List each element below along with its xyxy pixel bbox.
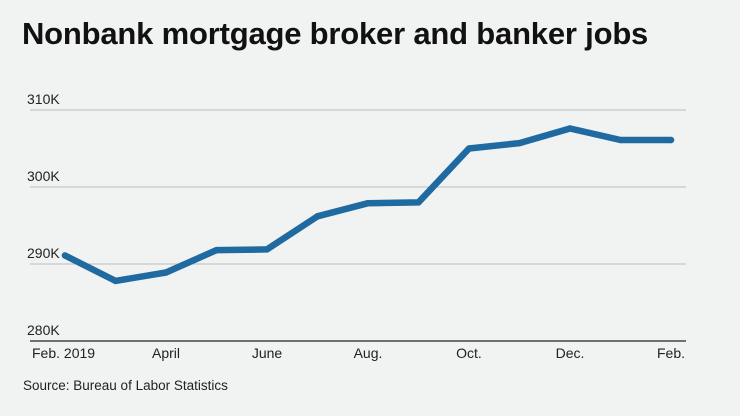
x-tick-label: June [252,345,283,361]
data-point [566,125,574,132]
grid-lines [30,109,686,342]
data-point [263,246,271,253]
y-axis-labels: 280K 290K 300K 310K [27,91,60,338]
x-tick-label: Feb. [657,345,685,361]
x-tick-label: Feb. 2019 [32,345,95,361]
data-point [314,213,321,220]
y-tick-label: 280K [27,322,60,338]
data-point [112,277,119,285]
x-tick-label: Aug. [354,345,383,361]
data-point [516,139,523,147]
chart-title: Nonbank mortgage broker and banker jobs [22,16,649,51]
data-point [364,199,372,207]
x-tick-label: Oct. [456,345,482,361]
data-point [465,145,473,152]
series-layer [61,125,675,285]
data-point [415,199,422,206]
data-point [61,252,69,259]
data-point [213,246,220,254]
x-tick-label: April [152,345,180,361]
data-point [667,136,675,144]
x-axis-labels: Feb. 2019 April June Aug. Oct. Dec. Feb. [32,345,685,361]
data-point [617,136,624,144]
y-tick-label: 300K [27,168,60,184]
x-tick-label: Dec. [556,345,585,361]
y-tick-label: 310K [27,91,60,107]
y-tick-label: 290K [27,245,60,261]
data-point [162,269,170,276]
source-note: Source: Bureau of Labor Statistics [23,378,228,393]
